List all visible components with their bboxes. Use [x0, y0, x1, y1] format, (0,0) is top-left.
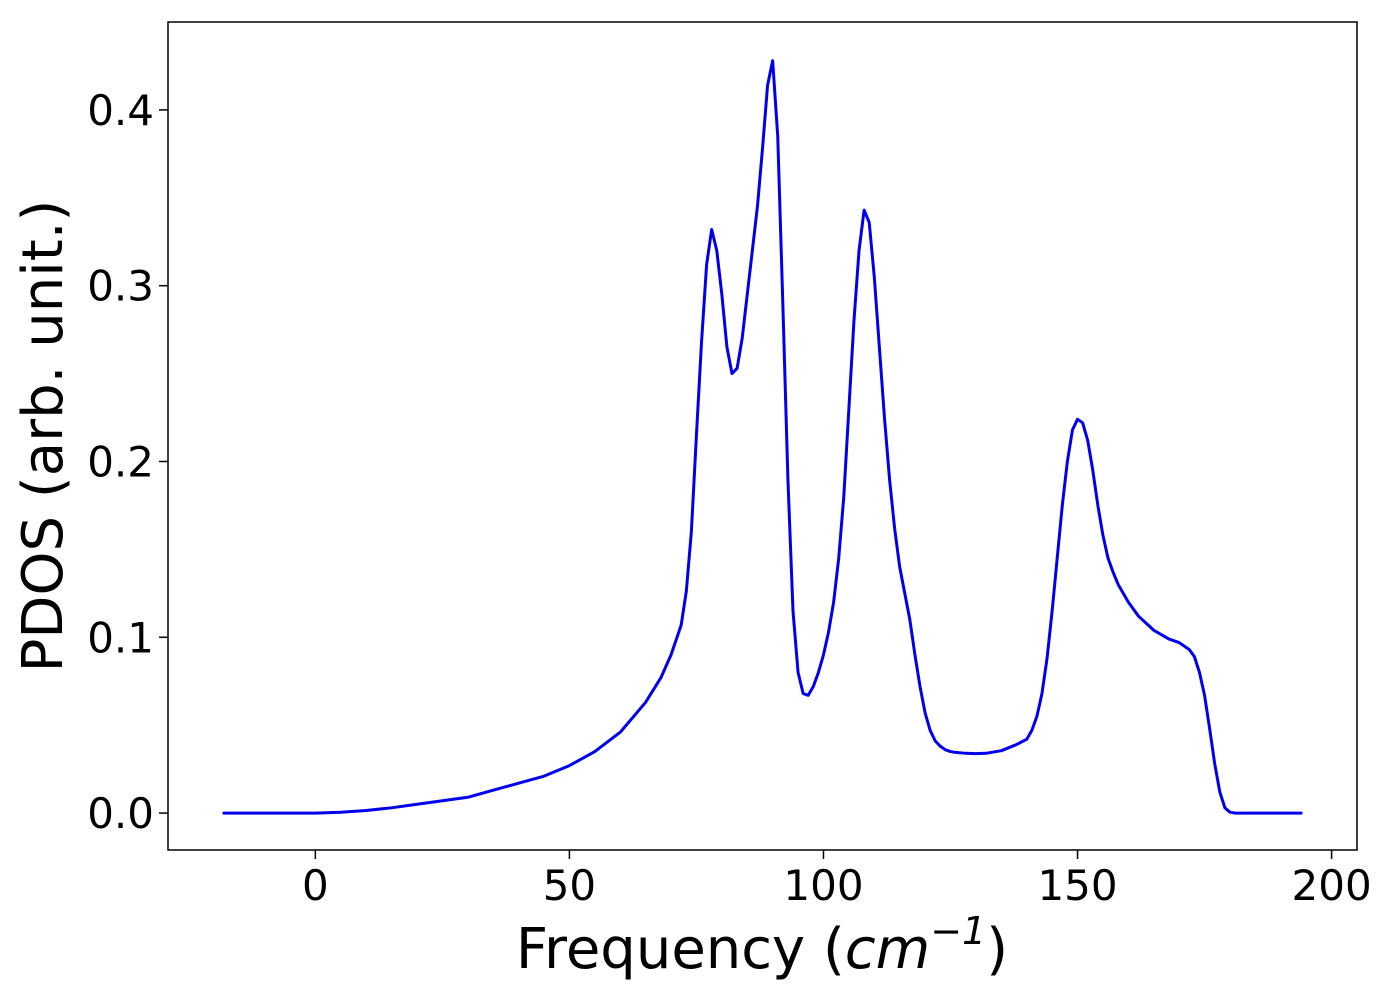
x-tick-label: 50 [543, 861, 596, 910]
y-tick-label: 0.1 [87, 613, 154, 662]
x-tick-label: 100 [783, 861, 863, 910]
y-tick-label: 0.3 [87, 262, 154, 311]
x-tick-label: 0 [302, 861, 329, 910]
series-line [222, 59, 1303, 815]
x-tick-label: 150 [1037, 861, 1117, 910]
x-axis-unit-paren-close: ) [986, 917, 1008, 982]
x-axis-ticks: 0 50 100 150 200 [302, 850, 1372, 910]
y-tick-label: 0.4 [87, 86, 154, 135]
y-tick-label: 0.0 [87, 789, 154, 838]
plot-frame [167, 21, 1358, 851]
x-tick-label: 200 [1292, 861, 1372, 910]
x-axis-title-text: Frequency [516, 917, 805, 982]
x-axis-title: Frequency (cm−1) [516, 909, 1008, 982]
x-axis-unit: cm [845, 917, 930, 982]
x-axis-unit-paren-open: ( [823, 917, 845, 982]
y-axis-ticks: 0.0 0.1 0.2 0.3 0.4 [87, 86, 168, 838]
y-tick-label: 0.2 [87, 437, 154, 486]
x-axis-unit-exponent: −1 [930, 909, 986, 953]
y-axis-title: PDOS (arb. unit.) [11, 200, 76, 673]
